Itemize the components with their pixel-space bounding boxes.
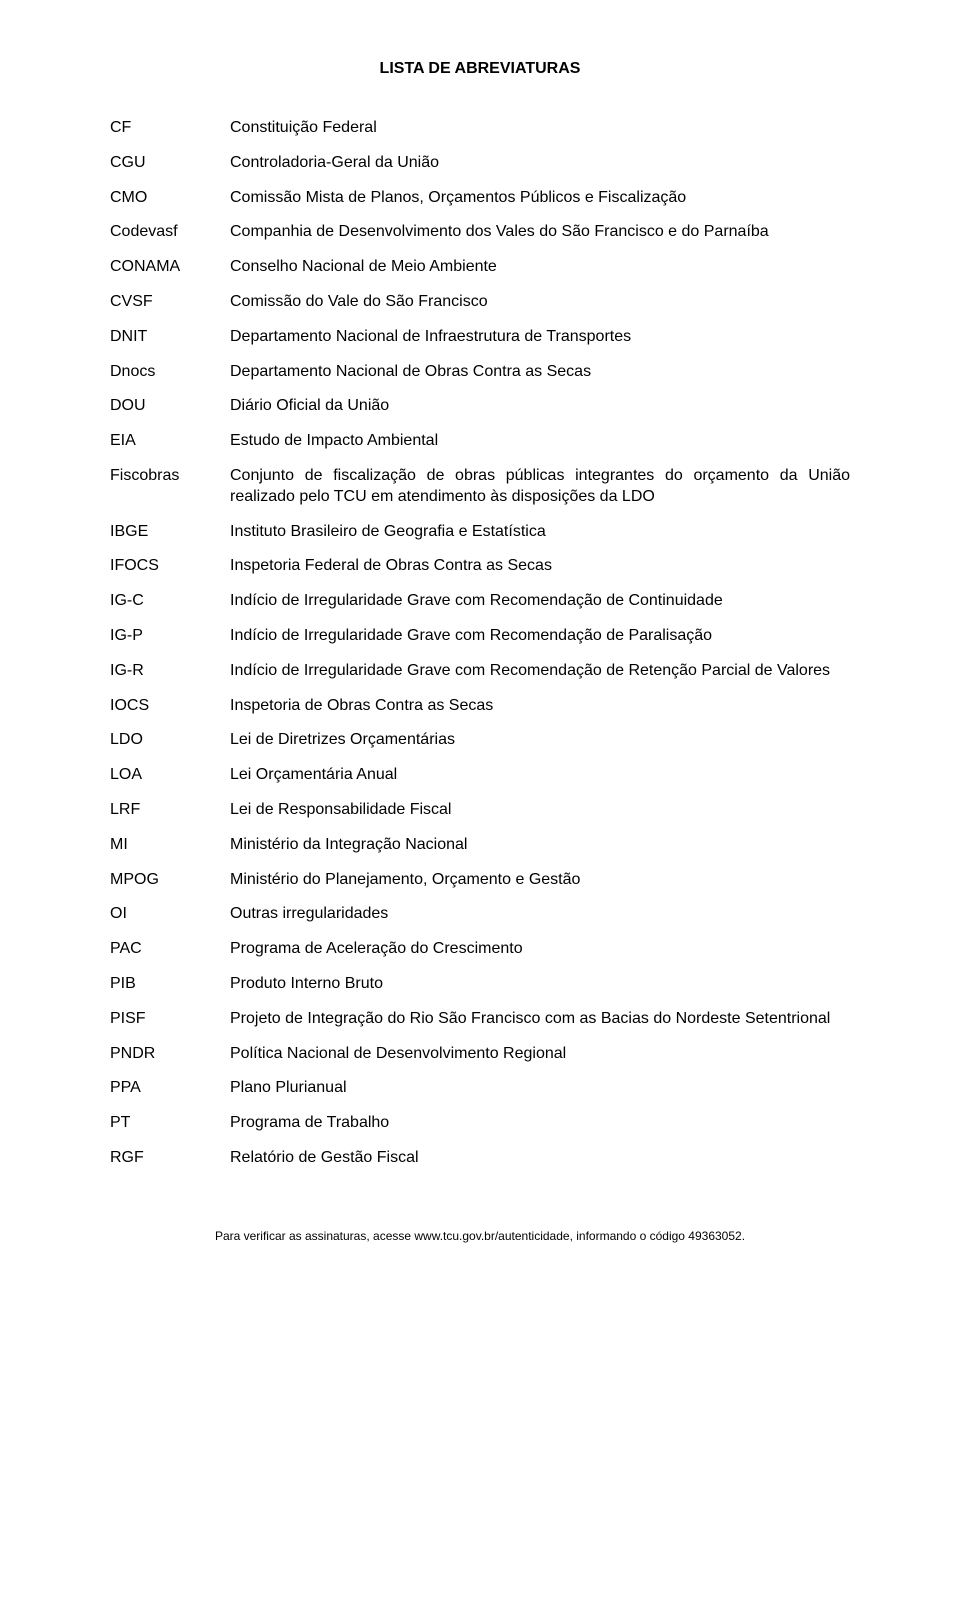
abbr-desc: Conselho Nacional de Meio Ambiente <box>230 257 850 278</box>
abbr-desc: Programa de Trabalho <box>230 1113 850 1134</box>
abbr-row: EIAEstudo de Impacto Ambiental <box>110 431 850 452</box>
abbr-desc: Inspetoria Federal de Obras Contra as Se… <box>230 556 850 577</box>
abbr-desc: Comissão Mista de Planos, Orçamentos Púb… <box>230 188 850 209</box>
abbr-desc: Lei Orçamentária Anual <box>230 765 850 786</box>
abbr-term: CVSF <box>110 292 230 313</box>
abbr-desc: Companhia de Desenvolvimento dos Vales d… <box>230 222 850 243</box>
abbr-term: Fiscobras <box>110 466 230 487</box>
footer-text: Para verificar as assinaturas, acesse ww… <box>110 1229 850 1243</box>
abbr-term: DNIT <box>110 327 230 348</box>
abbr-row: CGUControladoria-Geral da União <box>110 153 850 174</box>
abbr-desc: Outras irregularidades <box>230 904 850 925</box>
abbr-row: MPOGMinistério do Planejamento, Orçament… <box>110 870 850 891</box>
abbr-row: CVSFComissão do Vale do São Francisco <box>110 292 850 313</box>
abbr-term: MI <box>110 835 230 856</box>
abbr-desc: Instituto Brasileiro de Geografia e Esta… <box>230 522 850 543</box>
abbr-row: DOUDiário Oficial da União <box>110 396 850 417</box>
abbr-row: CONAMAConselho Nacional de Meio Ambiente <box>110 257 850 278</box>
abbr-row: PNDRPolítica Nacional de Desenvolvimento… <box>110 1044 850 1065</box>
abbr-desc: Programa de Aceleração do Crescimento <box>230 939 850 960</box>
abbr-desc: Política Nacional de Desenvolvimento Reg… <box>230 1044 850 1065</box>
abbr-term: IBGE <box>110 522 230 543</box>
abbr-term: PPA <box>110 1078 230 1099</box>
abbr-row: IG-RIndício de Irregularidade Grave com … <box>110 661 850 682</box>
abbr-desc: Conjunto de fiscalização de obras públic… <box>230 466 850 508</box>
abbr-term: PISF <box>110 1009 230 1030</box>
abbr-row: RGFRelatório de Gestão Fiscal <box>110 1148 850 1169</box>
abbr-desc: Projeto de Integração do Rio São Francis… <box>230 1009 850 1030</box>
abbr-desc: Ministério do Planejamento, Orçamento e … <box>230 870 850 891</box>
abbr-desc: Indício de Irregularidade Grave com Reco… <box>230 591 850 612</box>
abbr-desc: Lei de Responsabilidade Fiscal <box>230 800 850 821</box>
abbr-row: LOALei Orçamentária Anual <box>110 765 850 786</box>
abbr-term: CGU <box>110 153 230 174</box>
abbr-desc: Constituição Federal <box>230 118 850 139</box>
abbr-desc: Controladoria-Geral da União <box>230 153 850 174</box>
abbr-row: PIBProduto Interno Bruto <box>110 974 850 995</box>
abbr-desc: Produto Interno Bruto <box>230 974 850 995</box>
abbr-row: DnocsDepartamento Nacional de Obras Cont… <box>110 362 850 383</box>
abbr-term: OI <box>110 904 230 925</box>
abbr-term: IFOCS <box>110 556 230 577</box>
abbr-desc: Plano Plurianual <box>230 1078 850 1099</box>
abbr-term: MPOG <box>110 870 230 891</box>
abbr-desc: Diário Oficial da União <box>230 396 850 417</box>
abbr-term: Codevasf <box>110 222 230 243</box>
abbreviations-list: CFConstituição FederalCGUControladoria-G… <box>110 118 850 1169</box>
abbr-term: LDO <box>110 730 230 751</box>
abbr-row: MIMinistério da Integração Nacional <box>110 835 850 856</box>
abbr-row: CodevasfCompanhia de Desenvolvimento dos… <box>110 222 850 243</box>
abbr-row: FiscobrasConjunto de fiscalização de obr… <box>110 466 850 508</box>
abbr-row: IBGEInstituto Brasileiro de Geografia e … <box>110 522 850 543</box>
abbr-term: IG-R <box>110 661 230 682</box>
abbr-row: IFOCSInspetoria Federal de Obras Contra … <box>110 556 850 577</box>
abbr-term: LOA <box>110 765 230 786</box>
abbr-term: RGF <box>110 1148 230 1169</box>
abbr-term: PAC <box>110 939 230 960</box>
abbr-term: IG-P <box>110 626 230 647</box>
abbr-term: DOU <box>110 396 230 417</box>
abbr-desc: Departamento Nacional de Infraestrutura … <box>230 327 850 348</box>
abbr-desc: Estudo de Impacto Ambiental <box>230 431 850 452</box>
abbr-row: PISFProjeto de Integração do Rio São Fra… <box>110 1009 850 1030</box>
abbr-desc: Ministério da Integração Nacional <box>230 835 850 856</box>
abbr-term: PT <box>110 1113 230 1134</box>
abbr-row: PPAPlano Plurianual <box>110 1078 850 1099</box>
abbr-desc: Indício de Irregularidade Grave com Reco… <box>230 661 850 682</box>
abbr-term: IOCS <box>110 696 230 717</box>
abbr-term: PNDR <box>110 1044 230 1065</box>
abbr-term: CONAMA <box>110 257 230 278</box>
abbr-row: DNITDepartamento Nacional de Infraestrut… <box>110 327 850 348</box>
page-title: LISTA DE ABREVIATURAS <box>110 60 850 78</box>
abbr-row: CFConstituição Federal <box>110 118 850 139</box>
abbr-row: IG-PIndício de Irregularidade Grave com … <box>110 626 850 647</box>
abbr-term: PIB <box>110 974 230 995</box>
abbr-desc: Relatório de Gestão Fiscal <box>230 1148 850 1169</box>
abbr-row: OIOutras irregularidades <box>110 904 850 925</box>
abbr-desc: Indício de Irregularidade Grave com Reco… <box>230 626 850 647</box>
abbr-row: IG-CIndício de Irregularidade Grave com … <box>110 591 850 612</box>
abbr-desc: Comissão do Vale do São Francisco <box>230 292 850 313</box>
abbr-term: CMO <box>110 188 230 209</box>
abbr-row: LRFLei de Responsabilidade Fiscal <box>110 800 850 821</box>
abbr-row: CMOComissão Mista de Planos, Orçamentos … <box>110 188 850 209</box>
abbr-row: PTPrograma de Trabalho <box>110 1113 850 1134</box>
abbr-desc: Inspetoria de Obras Contra as Secas <box>230 696 850 717</box>
abbr-row: LDOLei de Diretrizes Orçamentárias <box>110 730 850 751</box>
abbr-row: PACPrograma de Aceleração do Crescimento <box>110 939 850 960</box>
abbr-desc: Lei de Diretrizes Orçamentárias <box>230 730 850 751</box>
abbr-term: Dnocs <box>110 362 230 383</box>
abbr-term: EIA <box>110 431 230 452</box>
abbr-term: LRF <box>110 800 230 821</box>
abbr-row: IOCSInspetoria de Obras Contra as Secas <box>110 696 850 717</box>
abbr-term: CF <box>110 118 230 139</box>
abbr-term: IG-C <box>110 591 230 612</box>
abbr-desc: Departamento Nacional de Obras Contra as… <box>230 362 850 383</box>
